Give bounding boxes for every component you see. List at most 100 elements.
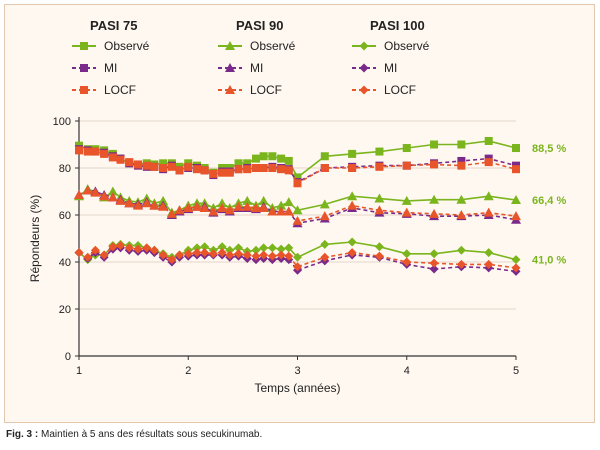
data-point [375,147,384,156]
data-point [166,208,177,218]
y-tick-label: 100 [53,116,71,128]
data-point [183,202,194,212]
data-point [74,248,84,258]
data-point [225,250,235,260]
legend-item-label: Observé [384,39,430,53]
data-point [175,250,185,260]
data-point [347,237,357,247]
data-point [320,252,330,262]
data-point [192,243,202,253]
data-point [283,206,294,216]
y-axis-label: Répondeurs (%) [28,195,42,282]
data-point [429,258,439,268]
data-point [149,200,160,210]
data-point [267,243,277,253]
data-point [267,251,277,261]
data-point [456,245,466,255]
y-tick-label: 20 [59,304,71,316]
data-point [225,245,235,255]
x-tick-label: 2 [185,365,191,377]
data-point [483,191,494,201]
data-point [259,152,268,161]
data-point [158,250,168,260]
legend-group-title: PASI 100 [370,18,425,33]
end-value-label: 66,4 % [532,195,566,207]
data-point [116,155,125,164]
data-point [200,242,210,252]
data-point [293,179,302,188]
data-point [374,205,385,215]
data-point [159,159,168,168]
data-point [218,168,227,177]
data-point [132,200,143,210]
data-point [192,248,202,258]
y-tick-label: 60 [59,210,71,222]
data-point [277,154,286,163]
data-point [284,251,294,261]
data-point [183,249,193,259]
data-point [456,210,467,219]
data-point [402,249,412,259]
data-point [208,249,218,259]
data-point [133,160,142,169]
data-point [242,250,252,260]
data-point [457,156,466,165]
data-point [158,201,169,211]
data-point [284,243,294,253]
data-point [174,205,185,215]
data-point [75,146,83,155]
data-point [511,211,521,221]
data-point [429,249,439,259]
series-pasi-90-observ- [74,184,521,217]
data-point [512,165,520,174]
end-value-label: 88,5 % [532,143,566,155]
legend-swatch-marker [80,86,88,94]
data-point [200,166,209,175]
data-point [430,140,439,149]
data-point [484,248,494,258]
data-point [100,149,109,158]
data-point [224,205,235,215]
data-point [74,190,84,200]
legend-item-label: LOCF [384,83,416,97]
data-point [259,243,269,253]
data-point [319,211,330,221]
data-point [107,186,118,196]
data-point [259,250,269,260]
data-point [234,165,243,174]
data-point [456,194,467,204]
data-point [108,242,118,252]
end-value-labels: 88,5 % 66,4 % 41,0 % [532,143,566,267]
data-point [347,248,357,258]
caption-text: Maintien à 5 ans des résultats sous secu… [38,429,263,440]
data-point [429,194,440,204]
data-point [347,200,358,210]
data-point [402,161,411,170]
data-point [284,156,293,165]
data-point [125,158,134,167]
caption-prefix: Fig. 3 : [6,429,39,440]
data-point [512,144,520,153]
data-point [293,262,302,272]
legend-item-label: LOCF [250,83,282,97]
data-point [208,206,219,216]
data-point [108,153,117,162]
data-point [276,244,286,254]
data-point [276,200,287,210]
end-value-label: 41,0 % [532,255,566,267]
data-point [217,202,228,212]
x-axis-label: Temps (années) [254,381,340,395]
data-point [149,245,159,255]
data-point [167,255,177,265]
y-tick-label: 40 [59,257,71,269]
x-tick-label: 4 [404,365,410,377]
data-point [199,202,210,212]
data-point [90,245,100,255]
legend-item-label: LOCF [104,83,136,97]
data-point [267,206,278,216]
data-point [233,201,244,211]
data-point [430,160,439,169]
data-point [401,207,412,217]
data-point [258,202,269,212]
data-point [225,168,234,177]
